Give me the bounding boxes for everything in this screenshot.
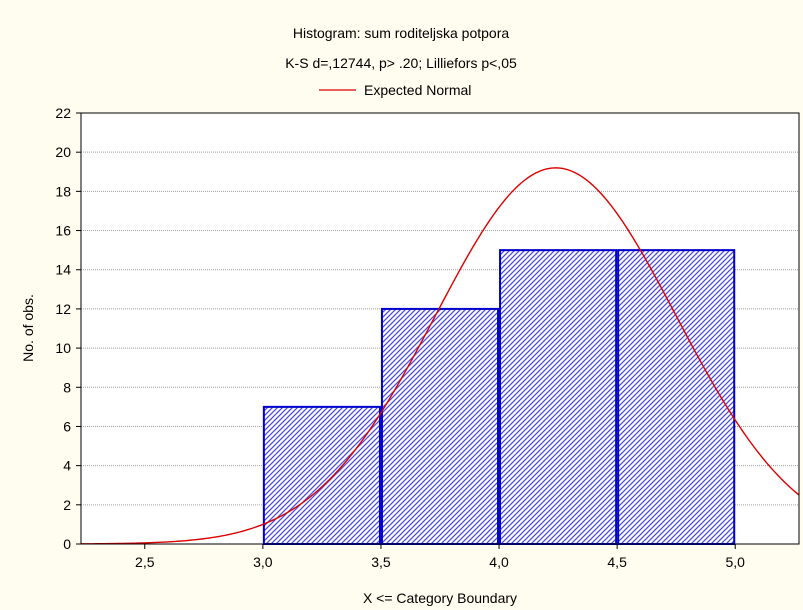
y-tick-label-1: 2 [63, 497, 71, 513]
y-tick-label-7: 14 [55, 262, 71, 278]
y-tick-label-8: 16 [55, 223, 71, 239]
x-tick-label-0: 2,5 [135, 554, 155, 570]
histogram-bar-1 [380, 307, 500, 545]
x-tick-label-5: 5,0 [725, 554, 745, 570]
y-tick-label-0: 0 [63, 536, 71, 552]
y-tick-label-4: 8 [63, 379, 71, 395]
y-tick-label-5: 10 [55, 340, 71, 356]
chart-subtitle: K-S d=,12744, p> .20; Lilliefors p<,05 [285, 55, 517, 71]
x-axis-ticks: 2,5 3,0 3,5 4,0 4,5 5,0 [135, 544, 745, 570]
y-axis-label: No. of obs. [20, 294, 36, 362]
legend: Expected Normal [319, 82, 471, 98]
y-tick-label-3: 6 [63, 418, 71, 434]
plot-frame [80, 112, 800, 545]
legend-label-expected-normal: Expected Normal [364, 82, 471, 98]
y-axis-ticks: 0 2 4 6 8 10 12 14 16 18 20 22 [55, 105, 81, 552]
y-tick-label-11: 22 [55, 105, 71, 121]
chart-title: Histogram: sum roditeljska potpora [293, 25, 510, 41]
expected-normal-layer [81, 167, 799, 544]
x-tick-label-3: 4,0 [489, 554, 509, 570]
x-tick-label-1: 3,0 [253, 554, 273, 570]
histogram-bars [262, 249, 736, 546]
histogram-bar-2 [499, 249, 618, 546]
histogram-bar-3 [617, 249, 736, 546]
x-tick-label-4: 4,5 [607, 554, 627, 570]
y-tick-label-6: 12 [55, 301, 71, 317]
expected-normal-curve [81, 167, 799, 544]
x-axis-label: X <= Category Boundary [363, 590, 517, 606]
y-tick-label-2: 4 [63, 458, 71, 474]
y-tick-label-9: 18 [55, 183, 71, 199]
x-tick-label-2: 3,5 [371, 554, 391, 570]
y-tick-label-10: 20 [55, 144, 71, 160]
histogram-bar-0 [262, 405, 381, 546]
